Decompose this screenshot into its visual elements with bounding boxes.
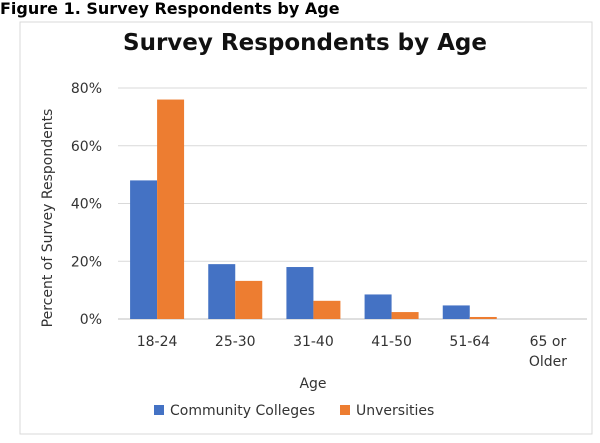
- x-tick-label: 31-40: [293, 334, 334, 350]
- bar-universities-3: [391, 312, 419, 319]
- chart-title: Survey Respondents by Age: [123, 30, 487, 56]
- legend-swatch-universities: [340, 405, 350, 415]
- bar-universities-0: [157, 99, 185, 319]
- bar-community-colleges-1: [208, 264, 236, 319]
- y-tick-label: 80%: [71, 81, 102, 97]
- figure-caption: Figure 1. Survey Respondents by Age: [0, 0, 340, 18]
- bar-community-colleges-0: [130, 180, 158, 319]
- y-tick-label: 20%: [71, 254, 102, 270]
- x-axis-ticks: 18-24 25-30 31-40 41-50 51-64 65 or Older: [137, 334, 568, 370]
- y-tick-label: 0%: [80, 312, 102, 328]
- bar-community-colleges-3: [364, 294, 392, 319]
- legend-label-community-colleges: Community Colleges: [170, 403, 315, 419]
- y-tick-label: 60%: [71, 139, 102, 155]
- legend: Community Colleges Unversities: [154, 403, 434, 419]
- y-tick-label: 40%: [71, 197, 102, 213]
- bar-universities-4: [469, 316, 497, 319]
- x-axis-title: Age: [299, 376, 326, 392]
- y-axis-title: Percent of Survey Respondents: [40, 109, 56, 328]
- bars: [130, 99, 497, 319]
- x-tick-label: 65 or Older: [529, 334, 567, 370]
- x-tick-label: 18-24: [137, 334, 178, 350]
- x-tick-label: 51-64: [449, 334, 490, 350]
- chart-frame: [19, 21, 593, 435]
- bar-community-colleges-2: [286, 267, 314, 319]
- x-tick-label: 25-30: [215, 334, 256, 350]
- bar-universities-1: [235, 280, 263, 319]
- bar-universities-2: [313, 300, 341, 319]
- y-axis-ticks: 0% 20% 40% 60% 80%: [71, 81, 102, 328]
- legend-swatch-community-colleges: [154, 405, 164, 415]
- x-tick-label: 41-50: [371, 334, 412, 350]
- legend-label-universities: Unversities: [356, 403, 434, 419]
- bar-community-colleges-4: [442, 305, 470, 319]
- gridlines: [118, 87, 587, 320]
